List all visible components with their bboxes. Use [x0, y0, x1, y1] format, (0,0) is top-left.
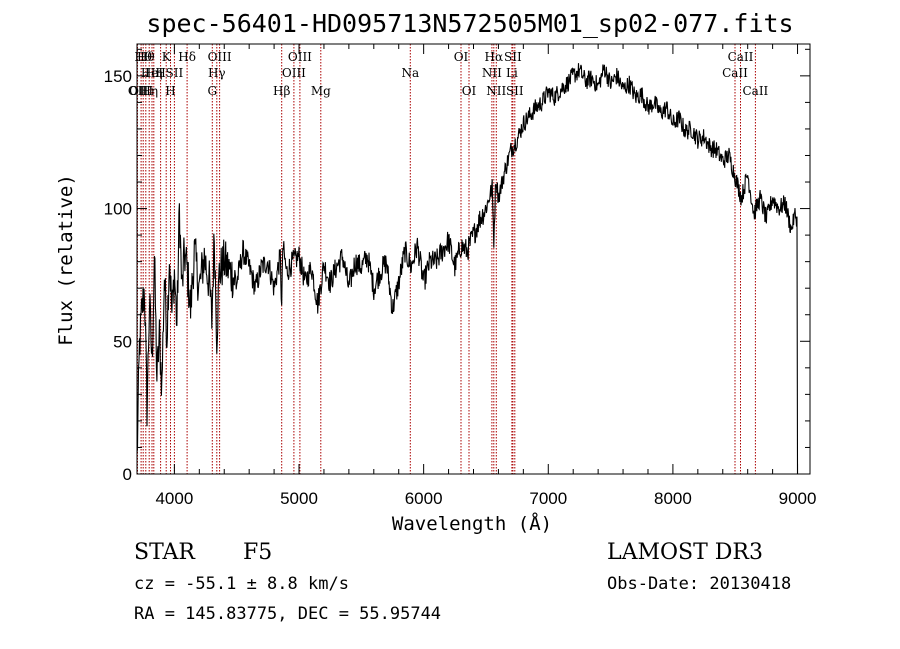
line-marker-label: CaII	[728, 50, 754, 64]
observation-date: Obs-Date: 20130418	[607, 574, 792, 594]
y-tick-label: 150	[104, 67, 132, 86]
x-tick-label: 7000	[529, 489, 567, 508]
line-marker-label: G	[208, 84, 218, 98]
redshift-velocity: cz = -55.1 ± 8.8 km/s	[134, 574, 349, 594]
line-markers	[137, 44, 756, 474]
line-marker-label: Hδ	[178, 50, 196, 64]
y-tick-label: 0	[123, 465, 132, 484]
line-marker-label: CaII	[742, 84, 768, 98]
x-tick-label: 5000	[280, 489, 318, 508]
line-marker-labels: OIIOIIIHθHθHηHeIHηHKHSIIHδGHγOIIIHβOIIIO…	[128, 50, 769, 98]
coordinates: RA = 145.83775, DEC = 55.95744	[134, 604, 442, 624]
line-marker-label: NII	[486, 84, 506, 98]
x-tick-label: 9000	[779, 489, 817, 508]
line-marker-label: SII	[506, 84, 524, 98]
line-marker-label: H	[165, 84, 175, 98]
line-marker-label: CaII	[722, 66, 748, 80]
spectrum-line	[136, 63, 799, 475]
object-class: STAR	[134, 540, 195, 565]
line-marker-label: Li	[506, 66, 518, 80]
plot-frame	[136, 43, 811, 475]
y-axis-ticks: 0 50 100 150	[104, 48, 810, 484]
y-axis-label: Flux (relative)	[55, 174, 77, 346]
y-tick-label: 50	[113, 332, 132, 351]
line-marker-label: NII	[482, 66, 502, 80]
x-axis-ticks: 4000 5000 6000 7000 8000 9000	[155, 44, 816, 508]
line-marker-label: OI	[454, 50, 469, 64]
line-marker-label: Hα	[485, 50, 504, 64]
line-marker-label: Hη	[145, 66, 163, 80]
line-marker-label: K	[162, 50, 172, 64]
line-marker-label: Mg	[311, 84, 331, 98]
survey-name: LAMOST DR3	[607, 540, 763, 565]
line-marker-label: SII	[504, 50, 522, 64]
line-marker-label: OIII	[208, 50, 232, 64]
y-tick-label: 100	[104, 200, 132, 219]
line-marker-label: Hβ	[273, 84, 290, 98]
line-marker-label: HeI	[141, 66, 164, 80]
x-tick-label: 4000	[155, 489, 193, 508]
line-marker-label: Hη	[140, 84, 158, 98]
line-marker-label: OIII	[282, 66, 306, 80]
object-subclass: F5	[243, 540, 273, 565]
x-axis-label: Wavelength (Å)	[392, 512, 552, 535]
line-marker-label: Na	[401, 66, 419, 80]
line-marker-label: OI	[462, 84, 477, 98]
line-marker-label: OIII	[288, 50, 312, 64]
line-marker-label: Hγ	[208, 66, 226, 80]
line-marker-label: Hθ	[134, 50, 152, 64]
line-marker-label: H	[155, 66, 165, 80]
line-marker-label: Hθ	[137, 50, 155, 64]
line-marker-label: SII	[166, 66, 184, 80]
line-marker-label: OIII	[129, 84, 153, 98]
chart-title: spec-56401-HD095713N572505M01_sp02-077.f…	[146, 9, 793, 38]
x-tick-label: 6000	[405, 489, 443, 508]
x-tick-label: 8000	[654, 489, 692, 508]
line-marker-label: OII	[128, 84, 148, 98]
